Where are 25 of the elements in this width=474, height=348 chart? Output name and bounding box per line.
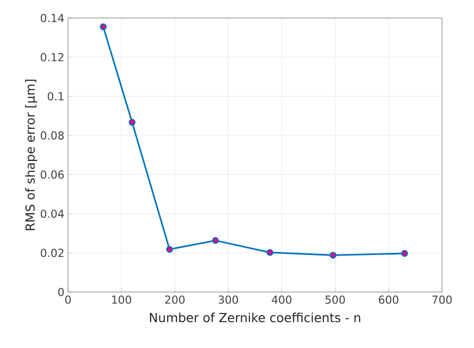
point [401, 250, 408, 257]
y-tick-label: 0.12 [40, 53, 64, 62]
point [212, 237, 219, 244]
x-tick-label: 400 [272, 296, 292, 304]
x-tick-label: 0 [65, 296, 71, 304]
point [166, 246, 173, 253]
point [128, 118, 136, 126]
y-tick-label: 0.02 [40, 248, 64, 257]
y-tick-label: 0.06 [40, 170, 64, 179]
x-tick-label: 300 [218, 296, 238, 304]
y-tick-label: 0.08 [40, 131, 64, 140]
y-tick-label: 0.1 [48, 92, 64, 100]
point [100, 23, 107, 30]
y-tick-label: 0.04 [40, 210, 64, 218]
y-tick-label: 0.14 [40, 14, 64, 22]
x-tick-label: 600 [378, 296, 398, 304]
x-tick-label: 100 [112, 296, 132, 304]
x-tick-label: 500 [326, 296, 345, 304]
x-tick-label: 200 [165, 296, 185, 304]
y-axis-title: RMS of shape error [µm] [25, 80, 38, 230]
point [266, 249, 274, 256]
point [330, 252, 336, 259]
x-axis-title: Number of Zernike coefficients - n [150, 312, 360, 322]
x-tick-label: 700 [432, 296, 452, 304]
y-tick-label: 0 [58, 288, 64, 296]
